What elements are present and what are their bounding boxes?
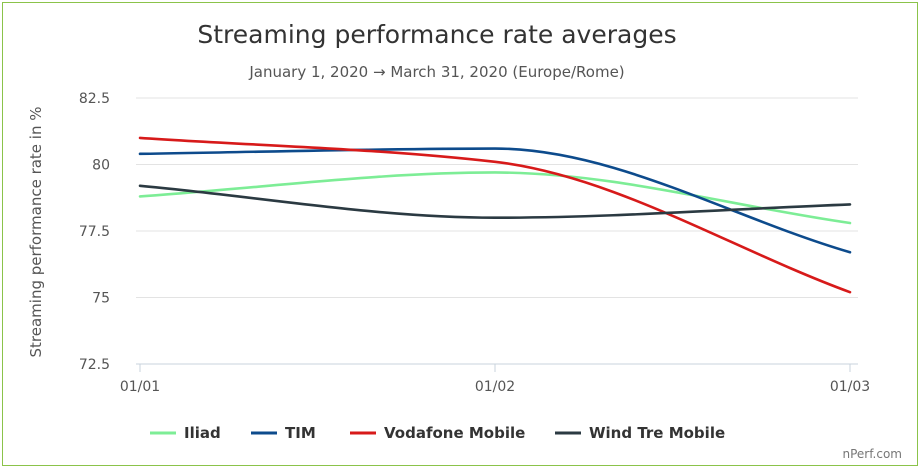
legend-label: Iliad <box>184 424 221 442</box>
chart-title: Streaming performance rate averages <box>197 20 676 49</box>
y-tick-label: 77.5 <box>79 224 110 240</box>
series-line-vodafone-mobile[interactable] <box>138 136 852 294</box>
legend-item-wind-tre-mobile[interactable]: Wind Tre Mobile <box>555 424 725 442</box>
gridlines <box>136 97 858 298</box>
y-tick-label: 72.5 <box>79 357 110 373</box>
legend-item-iliad[interactable]: Iliad <box>150 424 221 442</box>
series-line-wind-tre-mobile[interactable] <box>138 184 852 219</box>
legend-item-vodafone-mobile[interactable]: Vodafone Mobile <box>350 424 525 442</box>
x-axis: 01/01 01/02 01/03 <box>120 363 870 395</box>
credit-text: nPerf.com <box>842 447 902 461</box>
series-lines <box>138 136 852 294</box>
y-tick-label: 82.5 <box>79 91 110 107</box>
series-line-tim[interactable] <box>138 147 852 254</box>
x-tick-label: 01/02 <box>475 379 515 395</box>
y-tick-label: 75 <box>92 291 110 307</box>
series-line-iliad[interactable] <box>138 171 852 225</box>
legend-label: Vodafone Mobile <box>384 424 525 442</box>
legend-label: Wind Tre Mobile <box>589 424 725 442</box>
x-tick-label: 01/01 <box>120 379 160 395</box>
legend[interactable]: Iliad TIM Vodafone Mobile Wind Tre Mobile <box>150 424 725 442</box>
chart-subtitle: January 1, 2020 → March 31, 2020 (Europe… <box>248 63 624 81</box>
legend-label: TIM <box>285 424 316 442</box>
y-axis-label: Streaming performance rate in % <box>27 106 45 357</box>
legend-item-tim[interactable]: TIM <box>251 424 316 442</box>
y-axis-ticks: 72.5 75 77.5 80 82.5 <box>79 91 110 373</box>
y-tick-label: 80 <box>92 158 110 174</box>
x-tick-label: 01/03 <box>830 379 870 395</box>
